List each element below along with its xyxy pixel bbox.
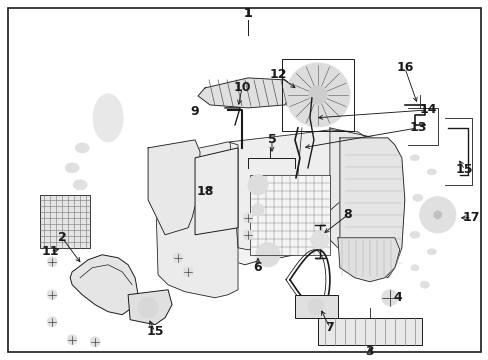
- Text: 13: 13: [408, 121, 426, 134]
- Text: 9: 9: [190, 105, 199, 118]
- Polygon shape: [294, 295, 337, 318]
- Polygon shape: [329, 128, 387, 278]
- Circle shape: [255, 243, 280, 267]
- Circle shape: [247, 175, 267, 195]
- Ellipse shape: [420, 281, 428, 288]
- Text: 12: 12: [269, 68, 286, 81]
- Polygon shape: [70, 255, 138, 315]
- Polygon shape: [229, 130, 374, 250]
- Ellipse shape: [75, 143, 89, 153]
- Polygon shape: [339, 138, 404, 278]
- Ellipse shape: [427, 249, 435, 255]
- Ellipse shape: [73, 180, 87, 190]
- Text: 10: 10: [233, 81, 250, 94]
- Text: 8: 8: [343, 208, 351, 221]
- Text: 4: 4: [393, 291, 402, 304]
- Bar: [282, 59, 353, 131]
- Text: 15: 15: [146, 325, 163, 338]
- Bar: [249, 175, 329, 255]
- Circle shape: [285, 63, 349, 127]
- Ellipse shape: [93, 94, 123, 142]
- Text: 5: 5: [267, 133, 276, 147]
- Text: 2: 2: [58, 231, 66, 244]
- Text: 1: 1: [243, 8, 252, 21]
- Text: 17: 17: [462, 211, 480, 224]
- Circle shape: [243, 213, 252, 223]
- Text: 18: 18: [196, 185, 213, 198]
- Ellipse shape: [65, 163, 79, 173]
- Circle shape: [433, 211, 441, 219]
- Circle shape: [308, 86, 326, 104]
- Circle shape: [47, 257, 57, 267]
- Circle shape: [47, 290, 57, 300]
- Ellipse shape: [423, 215, 431, 221]
- Text: 6: 6: [253, 261, 262, 274]
- Polygon shape: [155, 142, 238, 298]
- Polygon shape: [128, 290, 172, 325]
- Circle shape: [90, 337, 100, 347]
- Circle shape: [251, 204, 264, 216]
- Polygon shape: [148, 140, 200, 235]
- Circle shape: [47, 317, 57, 327]
- Text: 3: 3: [365, 345, 373, 358]
- Circle shape: [419, 197, 455, 233]
- Circle shape: [67, 335, 77, 345]
- Polygon shape: [198, 78, 294, 108]
- Circle shape: [173, 253, 183, 263]
- Text: 15: 15: [455, 163, 472, 176]
- Circle shape: [310, 231, 328, 249]
- Text: 7: 7: [325, 321, 334, 334]
- Ellipse shape: [409, 155, 419, 161]
- Polygon shape: [155, 140, 379, 265]
- Text: 1: 1: [243, 8, 252, 21]
- Circle shape: [243, 230, 252, 240]
- Circle shape: [381, 290, 397, 306]
- Polygon shape: [337, 238, 399, 282]
- Circle shape: [138, 298, 158, 318]
- Circle shape: [307, 299, 323, 315]
- Polygon shape: [195, 148, 238, 235]
- Ellipse shape: [412, 194, 422, 201]
- Polygon shape: [317, 318, 421, 345]
- Circle shape: [183, 267, 193, 277]
- Ellipse shape: [410, 265, 418, 271]
- Ellipse shape: [409, 231, 419, 238]
- Text: 11: 11: [41, 245, 59, 258]
- Ellipse shape: [427, 169, 435, 175]
- Polygon shape: [40, 195, 90, 248]
- Text: 14: 14: [418, 103, 436, 116]
- Text: 16: 16: [395, 62, 413, 75]
